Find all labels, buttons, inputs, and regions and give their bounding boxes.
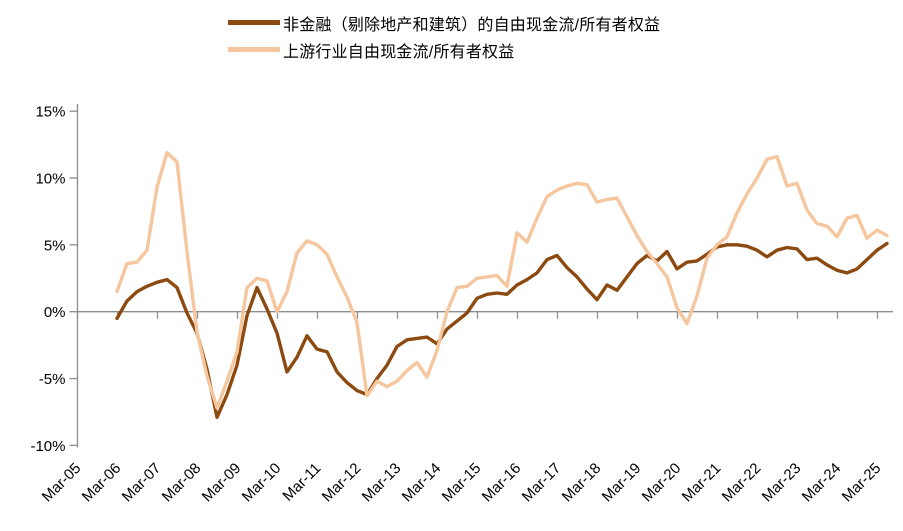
x-axis-label: Mar-08 [159, 460, 205, 506]
x-axis-label: Mar-25 [839, 460, 885, 506]
y-axis-label: -10% [30, 438, 65, 455]
x-axis-label: Mar-16 [479, 460, 525, 506]
legend-swatch-upstream [228, 47, 280, 52]
x-axis-label: Mar-17 [519, 460, 565, 506]
x-axis-label: Mar-10 [239, 460, 285, 506]
x-axis-label: Mar-23 [759, 460, 805, 506]
legend-swatch-nonfinancial [228, 20, 280, 25]
x-axis-label: Mar-20 [639, 460, 685, 506]
y-axis-label: 15% [35, 104, 65, 121]
y-axis-label: 5% [44, 237, 66, 254]
legend: 非金融（剔除地产和建筑）的自由现金流/所有者权益 上游行业自由现金流/所有者权益 [228, 10, 660, 62]
series-line-upstream [115, 150, 889, 410]
x-axis-label: Mar-18 [559, 460, 605, 506]
series-line-nonfinancial [115, 241, 889, 419]
legend-item-nonfinancial: 非金融（剔除地产和建筑）的自由现金流/所有者权益 [228, 10, 660, 35]
x-axis-label: Mar-14 [399, 460, 445, 506]
x-axis-label: Mar-11 [279, 460, 324, 505]
y-axis-label: 0% [44, 304, 66, 321]
x-axis-label: Mar-24 [799, 460, 845, 506]
x-axis-label: Mar-09 [199, 460, 245, 506]
legend-label-nonfinancial: 非金融（剔除地产和建筑）的自由现金流/所有者权益 [283, 16, 661, 34]
x-axis-label: Mar-13 [359, 460, 405, 506]
x-axis-label: Mar-12 [319, 460, 365, 506]
legend-label-upstream: 上游行业自由现金流/所有者权益 [283, 43, 515, 61]
x-axis-label: Mar-06 [79, 460, 125, 506]
legend-item-upstream: 上游行业自由现金流/所有者权益 [228, 37, 660, 62]
x-axis-label: Mar-19 [599, 460, 645, 506]
x-axis-label: Mar-07 [119, 460, 165, 506]
x-axis-label: Mar-22 [719, 460, 765, 506]
x-axis-label: Mar-15 [439, 460, 485, 506]
x-axis-label: Mar-21 [679, 460, 725, 506]
y-axis-label: -5% [39, 371, 66, 388]
x-axis-label: Mar-05 [39, 460, 85, 506]
y-axis-label: 10% [35, 171, 65, 188]
